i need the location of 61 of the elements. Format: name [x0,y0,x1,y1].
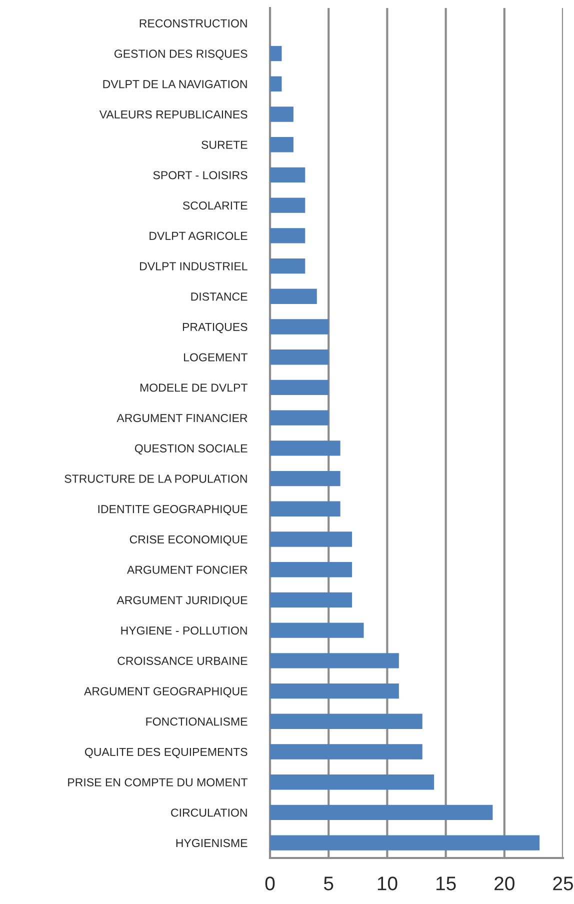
bar [270,319,329,334]
bar [270,228,306,244]
bar [270,683,399,699]
x-tick-label: 10 [378,876,398,890]
y-tick-label: MODELE DE DVLPT [140,384,248,392]
y-tick-label: PRISE EN COMPTE DU MOMENT [68,778,248,786]
bar [270,470,340,486]
x-tick-label: 25 [553,876,573,890]
bar [270,258,306,274]
y-tick-label: CROISSANCE URBAINE [118,656,248,665]
bar [270,288,317,304]
y-tick-label: DVLPT INDUSTRIEL [140,262,248,270]
y-tick-label: LOGEMENT [184,353,248,362]
y-tick-label: QUALITE DES EQUIPEMENTS [84,748,248,758]
x-tick-label: 5 [324,876,334,890]
bar [270,622,364,638]
bar [270,167,306,183]
x-tick-label: 15 [436,876,456,890]
bar [270,440,340,456]
x-tick-label: 20 [494,876,514,890]
y-tick-label: DISTANCE [191,292,248,301]
bar [270,835,540,850]
bar [270,532,352,547]
bar [270,380,329,396]
y-tick-label: FONCTIONALISME [146,718,248,726]
bar [270,592,352,608]
x-tick-label: 0 [265,876,275,890]
bar [270,653,399,668]
y-tick-label: ARGUMENT FONCIER [126,566,248,574]
y-tick-label: QUESTION SOCIALE [134,444,248,455]
bar [270,714,422,729]
y-tick-label: IDENTITE GEOGRAPHIQUE [98,505,248,516]
bar [270,350,329,365]
y-tick-label: CRISE ECONOMIQUE [130,535,248,546]
y-tick-label: SCOLARITE [182,201,248,210]
bar [270,137,294,152]
bar [270,106,294,122]
y-tick-label: GESTION DES RISQUES [114,50,248,60]
y-tick-label: DVLPT AGRICOLE [150,232,248,240]
bar [270,562,352,578]
y-tick-label: STRUCTURE DE LA POPULATION [64,474,247,483]
bar [270,804,493,820]
y-tick-label: PRATIQUES [182,322,248,334]
bar [270,198,306,213]
y-tick-label: DVLPT DE LA NAVIGATION [103,80,247,88]
bar [270,774,434,790]
y-tick-label: HYGIENE - POLLUTION [121,626,247,635]
bar [270,744,422,760]
y-tick-label: SPORT - LOISIRS [153,171,248,180]
bar [270,501,340,516]
bar [270,46,282,62]
y-tick-label: HYGIENISME [176,838,248,848]
y-tick-label: CIRCULATION [171,808,247,817]
y-tick-label: RECONSTRUCTION [140,19,247,28]
bar [270,76,282,92]
y-tick-label: ARGUMENT JURIDIQUE [116,596,248,606]
bar [270,410,329,426]
y-tick-label: ARGUMENT GEOGRAPHIQUE [84,687,248,698]
y-tick-label: ARGUMENT FINANCIER [116,414,248,422]
y-tick-label: VALEURS REPUBLICAINES [99,110,248,119]
y-tick-label: SURETE [202,140,248,149]
